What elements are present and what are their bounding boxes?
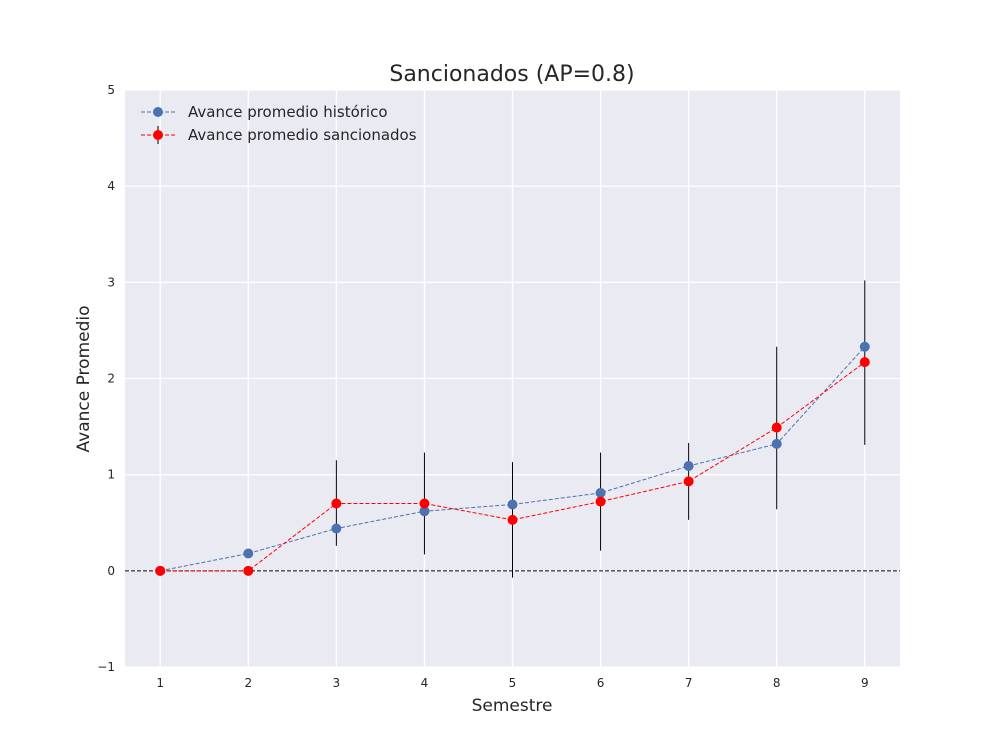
data-point-sancionados xyxy=(419,498,430,509)
data-point-sancionados xyxy=(331,498,342,509)
legend: Avance promedio histórico Avance promedi… xyxy=(141,103,417,144)
legend-label-sancionados: Avance promedio sancionados xyxy=(188,126,417,144)
data-point-historico xyxy=(595,487,606,498)
data-point-historico xyxy=(507,499,518,510)
y-tick-label: 2 xyxy=(107,372,115,386)
data-point-sancionados xyxy=(243,565,254,576)
data-point-historico xyxy=(771,438,782,449)
series-line-historico xyxy=(160,346,866,572)
data-point-sancionados xyxy=(683,476,694,487)
y-tick-labels: −1 0 1 2 3 4 5 xyxy=(97,83,115,674)
x-tick-label: 6 xyxy=(597,676,605,690)
y-tick-label: −1 xyxy=(97,660,115,674)
data-point-historico xyxy=(683,461,694,472)
data-point-historico xyxy=(859,341,870,352)
legend-marker-historico xyxy=(153,107,163,117)
x-tick-label: 8 xyxy=(773,676,781,690)
data-point-sancionados xyxy=(859,357,870,368)
y-tick-label: 1 xyxy=(107,468,115,482)
y-tick-label: 5 xyxy=(107,83,115,97)
x-tick-label: 5 xyxy=(509,676,517,690)
y-axis-label: Avance Promedio xyxy=(74,306,94,453)
data-point-historico xyxy=(419,506,430,517)
data-point-sancionados xyxy=(155,565,166,576)
y-tick-label: 3 xyxy=(107,275,115,289)
series-line-sancionados xyxy=(160,361,866,572)
chart-title: Sancionados (AP=0.8) xyxy=(389,62,634,87)
x-tick-label: 7 xyxy=(685,676,693,690)
x-tick-label: 1 xyxy=(156,676,164,690)
data-point-sancionados xyxy=(771,422,782,433)
data-point-historico xyxy=(331,523,342,534)
legend-label-historico: Avance promedio histórico xyxy=(188,103,388,121)
x-tick-label: 4 xyxy=(421,676,429,690)
x-tick-label: 9 xyxy=(861,676,869,690)
data-point-historico xyxy=(243,548,254,559)
data-point-sancionados xyxy=(507,514,518,525)
y-tick-label: 4 xyxy=(107,179,115,193)
y-tick-label: 0 xyxy=(107,564,115,578)
x-axis-label: Semestre xyxy=(472,696,553,716)
x-tick-labels: 1 2 3 4 5 6 7 8 9 xyxy=(156,676,868,690)
legend-marker-sancionados xyxy=(153,130,163,140)
x-tick-label: 2 xyxy=(244,676,252,690)
data-point-sancionados xyxy=(595,496,606,507)
series-group xyxy=(155,341,870,576)
x-tick-label: 3 xyxy=(333,676,341,690)
